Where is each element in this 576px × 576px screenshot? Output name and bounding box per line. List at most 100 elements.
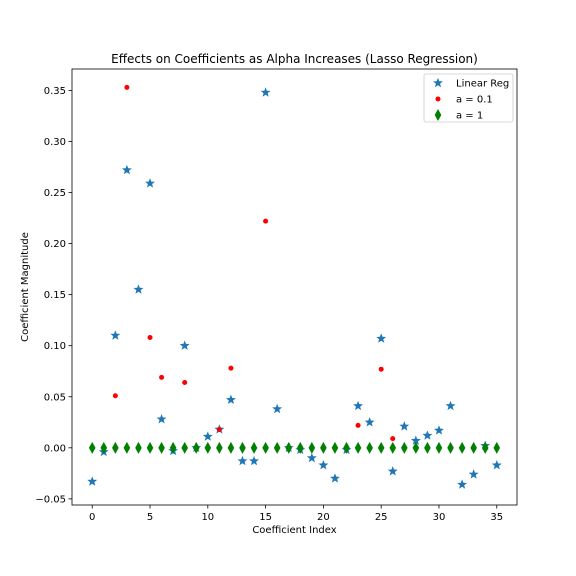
- data-point-star: [387, 466, 398, 476]
- x-tick-label: 25: [375, 512, 388, 523]
- x-tick-label: 30: [433, 512, 446, 523]
- plot-area: [87, 84, 502, 489]
- x-tick-label: 10: [201, 512, 214, 523]
- data-point-diamond: [377, 441, 385, 454]
- data-point-diamond: [146, 441, 154, 454]
- y-tick-label: 0.35: [44, 86, 66, 97]
- data-point-circle: [147, 335, 153, 341]
- y-tick-label: 0.10: [44, 341, 66, 352]
- data-point-diamond: [158, 441, 165, 454]
- data-point-star: [133, 284, 144, 294]
- data-point-diamond: [239, 441, 246, 454]
- data-point-diamond: [112, 441, 119, 454]
- data-point-diamond: [389, 441, 397, 454]
- data-point-diamond: [88, 441, 96, 454]
- y-axis: −0.05 0.00 0.05 0.10 0.15 0.20 0.25 0.30 0.35: [35, 86, 72, 505]
- x-tick-label: 35: [490, 512, 503, 523]
- data-point-diamond: [343, 441, 350, 454]
- legend-box: [423, 73, 514, 123]
- data-point-diamond: [123, 441, 131, 454]
- data-point-circle: [159, 374, 165, 380]
- data-point-diamond: [273, 441, 281, 454]
- legend-marker-star: [433, 77, 443, 88]
- data-point-star: [445, 400, 456, 411]
- data-point-star: [110, 330, 121, 340]
- data-point-circle: [390, 436, 396, 442]
- data-point-star: [399, 421, 410, 431]
- data-point-diamond: [354, 441, 362, 454]
- legend: Linear Reg a = 0.1 a = 1: [423, 73, 514, 123]
- y-tick-label: 0.25: [44, 188, 66, 199]
- legend-label: a = 1: [456, 111, 483, 122]
- data-point-diamond: [458, 441, 466, 454]
- data-point-diamond: [366, 441, 373, 454]
- data-point-star: [272, 403, 283, 414]
- data-point-diamond: [285, 441, 293, 454]
- legend-marker-circle: [435, 96, 441, 102]
- y-tick-label: 0.20: [44, 239, 66, 250]
- data-point-diamond: [412, 441, 420, 454]
- x-tick-label: 20: [317, 512, 330, 523]
- x-tick-label: 0: [89, 512, 95, 523]
- data-point-diamond: [250, 441, 258, 454]
- data-point-star: [364, 417, 375, 427]
- y-tick-label: −0.05: [35, 494, 66, 505]
- data-point-star: [410, 435, 421, 445]
- legend-label: a = 0.1: [456, 95, 493, 106]
- data-point-star: [491, 459, 502, 470]
- data-point-star: [468, 469, 479, 479]
- data-point-diamond: [100, 441, 108, 454]
- data-point-diamond: [320, 441, 327, 454]
- data-point-star: [249, 455, 259, 466]
- chart-title: Effects on Coefficients as Alpha Increas…: [111, 52, 478, 66]
- y-tick-label: 0.15: [44, 290, 66, 301]
- data-point-diamond: [401, 441, 408, 454]
- data-point-star: [376, 333, 387, 343]
- y-tick-label: 0.00: [44, 443, 66, 454]
- y-tick-label: 0.30: [44, 137, 66, 148]
- data-point-star: [179, 340, 190, 350]
- data-point-diamond: [181, 441, 188, 454]
- data-point-diamond: [308, 441, 316, 454]
- data-point-diamond: [216, 441, 223, 454]
- data-point-diamond: [204, 441, 212, 454]
- data-point-diamond: [435, 441, 443, 454]
- data-point-star: [318, 459, 329, 470]
- data-point-star: [306, 452, 317, 463]
- data-point-star: [202, 431, 213, 441]
- data-point-diamond: [481, 441, 489, 454]
- data-point-diamond: [331, 441, 339, 454]
- legend-label: Linear Reg: [456, 79, 509, 90]
- data-point-star: [457, 479, 468, 489]
- series-diamond: [88, 441, 501, 454]
- data-point-circle: [263, 218, 269, 224]
- data-point-circle: [355, 422, 361, 428]
- x-tick-label: 5: [147, 512, 153, 523]
- data-point-star: [121, 164, 132, 175]
- x-axis: 0 5 10 15 20 25 30 35: [89, 505, 503, 523]
- data-point-circle: [216, 426, 222, 432]
- data-point-diamond: [424, 441, 431, 454]
- y-axis-title: Coefficient Magnitude: [20, 232, 31, 342]
- data-point-diamond: [470, 441, 477, 454]
- data-point-star: [87, 476, 98, 486]
- y-tick-label: 0.05: [44, 392, 66, 403]
- data-point-star: [225, 394, 236, 405]
- data-point-diamond: [227, 441, 235, 454]
- data-point-star: [330, 473, 340, 483]
- data-point-diamond: [296, 441, 304, 454]
- x-axis-title: Coefficient Index: [252, 525, 336, 536]
- data-point-diamond: [493, 441, 501, 454]
- data-point-circle: [182, 379, 188, 385]
- data-point-diamond: [262, 441, 269, 454]
- data-point-star: [156, 414, 167, 424]
- legend-marker-diamond: [434, 109, 442, 121]
- data-point-diamond: [135, 441, 142, 454]
- data-point-star: [145, 178, 155, 188]
- data-point-star: [422, 430, 433, 440]
- data-point-star: [260, 87, 271, 97]
- plot-frame: [71, 68, 518, 506]
- data-point-diamond: [447, 441, 454, 454]
- data-point-circle: [124, 84, 130, 90]
- data-point-circle: [228, 365, 234, 371]
